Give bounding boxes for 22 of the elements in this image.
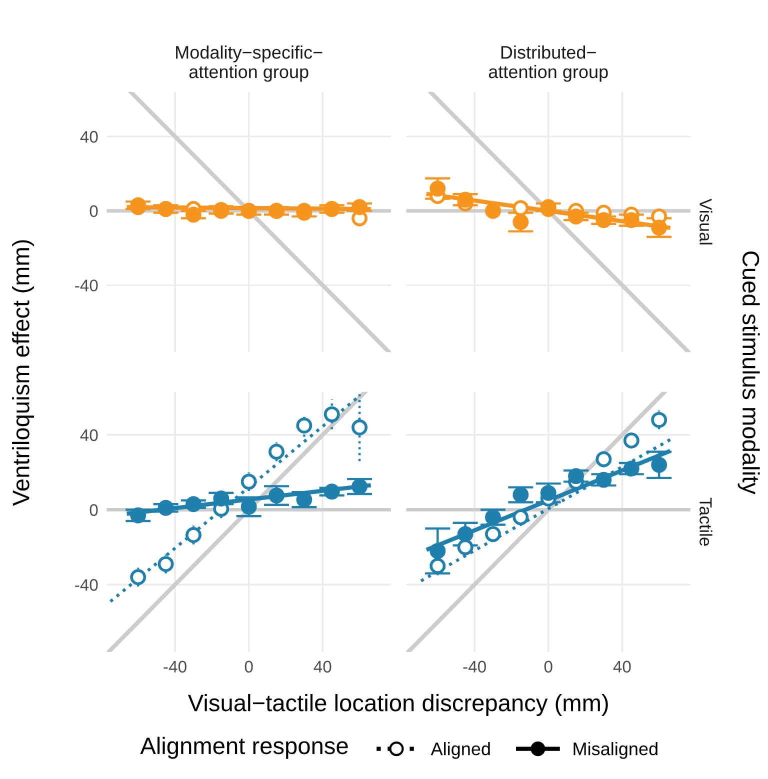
y-tick-label: -40 [75, 280, 98, 292]
y-tick-label: -40 [75, 579, 98, 591]
chart-title: Distributed− attention group [488, 46, 608, 82]
x-axis-title: Visual−tactile location discrepancy (mm) [188, 694, 608, 716]
x-tick-label: -40 [463, 660, 486, 673]
text: Aligned [430, 742, 490, 759]
text: Cued stimulus modality [738, 252, 760, 494]
text: Misaligned [574, 742, 658, 759]
y2-axis-title: Visual [700, 198, 712, 244]
x-tick-label: 40 [314, 660, 332, 673]
y2-axis-title: Tactile [700, 498, 712, 546]
legend-title: Alignment response [140, 736, 348, 759]
x-tick-label: -40 [164, 660, 186, 673]
y-tick-label: 0 [90, 205, 98, 218]
y-tick-label: 40 [80, 130, 98, 143]
y-tick-label: 40 [80, 429, 98, 442]
chart-title: Modality−specific− attention group [176, 46, 322, 82]
x-tick-label: 0 [244, 660, 253, 673]
y-tick-label: 0 [90, 504, 98, 516]
y-axis-title: Ventriloquism effect (mm) [12, 240, 34, 506]
x-tick-label: 40 [613, 660, 631, 673]
x-tick-label: 0 [544, 660, 552, 673]
